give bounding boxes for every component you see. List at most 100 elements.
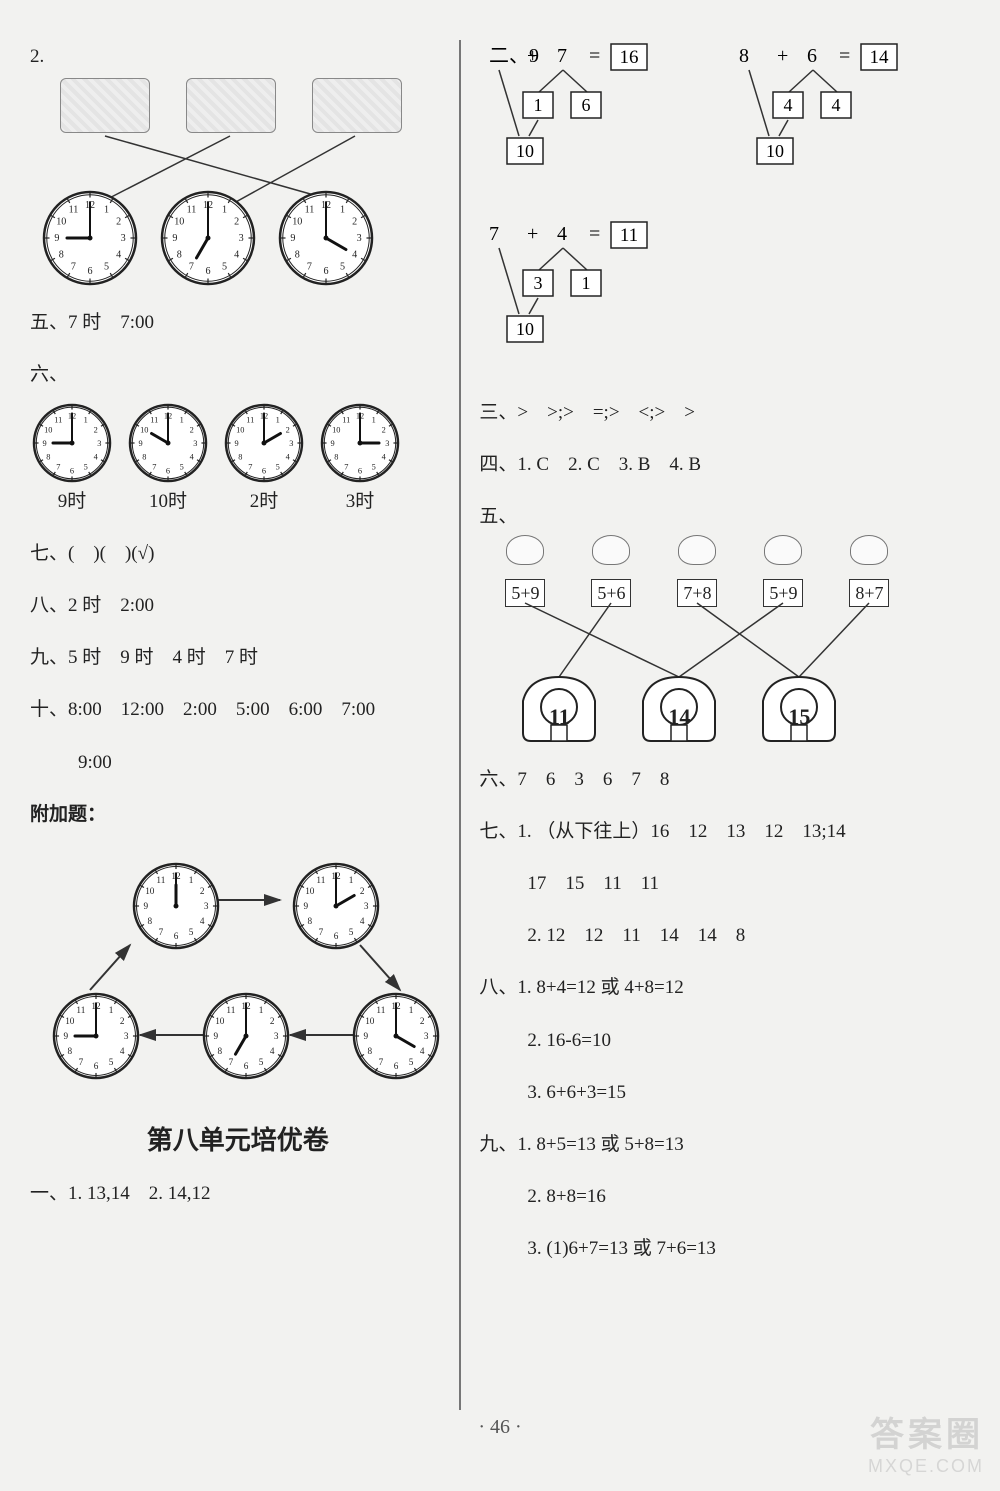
q9-row: 九、5 时 9 时 4 时 7 时 [30,641,445,675]
svg-text:1: 1 [109,1005,114,1015]
svg-text:8: 8 [367,1046,372,1056]
svg-text:6: 6 [394,1061,399,1071]
svg-text:10: 10 [174,217,184,228]
svg-text:10: 10 [766,141,784,161]
r-q4: 四、1. C 2. C 3. B 4. B [479,448,970,482]
svg-text:2: 2 [190,425,194,434]
svg-text:2: 2 [120,1016,125,1026]
svg-text:10: 10 [145,886,155,896]
svg-text:6: 6 [94,1061,99,1071]
svg-text:3: 3 [534,273,543,293]
svg-text:7: 7 [248,462,252,471]
svg-text:9: 9 [43,439,47,448]
house-number: 11 [519,697,599,737]
svg-text:3: 3 [274,1031,279,1041]
column-divider [459,40,461,1410]
svg-text:11: 11 [150,415,158,424]
svg-text:8: 8 [59,250,64,261]
r-q7b: 17 15 11 11 [479,867,970,901]
svg-text:3: 3 [97,439,101,448]
svg-text:1: 1 [372,415,376,424]
svg-text:4: 4 [120,1046,125,1056]
q5-row: 五、7 时 7:00 [30,306,445,340]
svg-text:9: 9 [63,1031,68,1041]
svg-text:6: 6 [166,466,170,475]
svg-text:1: 1 [84,415,88,424]
svg-text:1: 1 [534,95,543,115]
svg-text:8: 8 [217,1046,222,1056]
svg-text:8: 8 [334,452,338,461]
svg-text:6: 6 [323,266,328,277]
svg-text:1: 1 [340,205,345,216]
r-q6: 六、7 6 3 6 7 8 [479,763,970,797]
svg-text:5: 5 [409,1057,414,1067]
house-number: 15 [759,697,839,737]
svg-text:10: 10 [365,1016,375,1026]
svg-text:8: 8 [142,452,146,461]
svg-text:8: 8 [739,45,749,67]
svg-text:6: 6 [174,931,179,941]
r-q2: 二、9 + 7 = 16 1 6 10 8 + 6 = 14 4 4 [479,40,970,200]
svg-text:7: 7 [152,462,156,471]
clock-icon: 121234567891011 [290,860,382,952]
svg-text:9: 9 [213,1031,218,1041]
clock-icon: 121234567891011 [276,188,376,288]
svg-text:4: 4 [832,95,841,115]
clock-with-label: 121234567891011 2时 [222,401,306,519]
svg-text:10: 10 [516,319,534,339]
svg-text:8: 8 [238,452,242,461]
svg-text:8: 8 [46,452,50,461]
r-q7c: 2. 12 12 11 14 14 8 [479,919,970,953]
house-number: 14 [639,697,719,737]
svg-text:1: 1 [189,875,194,885]
tree-0: 二、9 + 7 = 16 1 6 10 [479,40,699,200]
tree-2: 7 + 4 = 11 3 1 10 [479,218,970,378]
r-q5: 五、 5+9 5+6 7+8 5+9 8+7 11 14 15 [479,500,970,744]
svg-text:4: 4 [784,95,793,115]
q6-row: 六、 121234567891011 9时 121234567891011 10… [30,358,445,518]
svg-text:11: 11 [54,415,62,424]
clock-icon: 121234567891011 [40,188,140,288]
svg-text:11: 11 [156,875,165,885]
q2-clocks: 121234567891011 121234567891011 12123456… [40,188,376,288]
svg-text:11: 11 [226,1005,235,1015]
clock-icon: 121234567891011 [30,401,114,485]
svg-text:8: 8 [295,250,300,261]
svg-text:11: 11 [246,415,254,424]
svg-text:9: 9 [235,439,239,448]
house: 11 [519,673,599,745]
svg-text:9: 9 [139,439,143,448]
svg-text:5: 5 [340,262,345,273]
r-q5-label: 五、 [479,506,517,527]
svg-text:5: 5 [109,1057,114,1067]
clock-icon: 121234567891011 [318,401,402,485]
svg-text:9: 9 [290,233,295,244]
svg-text:+: + [527,223,538,245]
tree-1: 8 + 6 = 14 4 4 10 [729,40,949,200]
svg-text:5: 5 [372,462,376,471]
svg-text:2: 2 [352,217,357,228]
svg-text:=: = [589,223,600,245]
svg-text:10: 10 [65,1016,75,1026]
svg-text:4: 4 [200,916,205,926]
svg-text:10: 10 [332,425,340,434]
svg-text:1: 1 [180,415,184,424]
svg-text:7: 7 [307,262,312,273]
svg-text:6: 6 [87,266,92,277]
r-q2b: 7 + 4 = 11 3 1 10 [479,218,970,378]
svg-text:4: 4 [557,223,567,245]
watermark-text-1: 答案圈 [868,1407,984,1456]
svg-text:4: 4 [420,1046,425,1056]
svg-text:1: 1 [276,415,280,424]
clock-icon: 121234567891011 [130,860,222,952]
svg-text:6: 6 [807,45,817,67]
svg-text:2: 2 [234,217,239,228]
svg-text:7: 7 [159,927,164,937]
svg-text:3: 3 [357,233,362,244]
r-q5-bot: 11 14 15 [519,673,839,745]
r-q8c: 3. 6+6+3=15 [479,1076,970,1110]
svg-text:2: 2 [420,1016,425,1026]
svg-text:4: 4 [352,250,357,261]
svg-text:1: 1 [104,205,109,216]
clock-icon: 121234567891011 [200,990,292,1082]
